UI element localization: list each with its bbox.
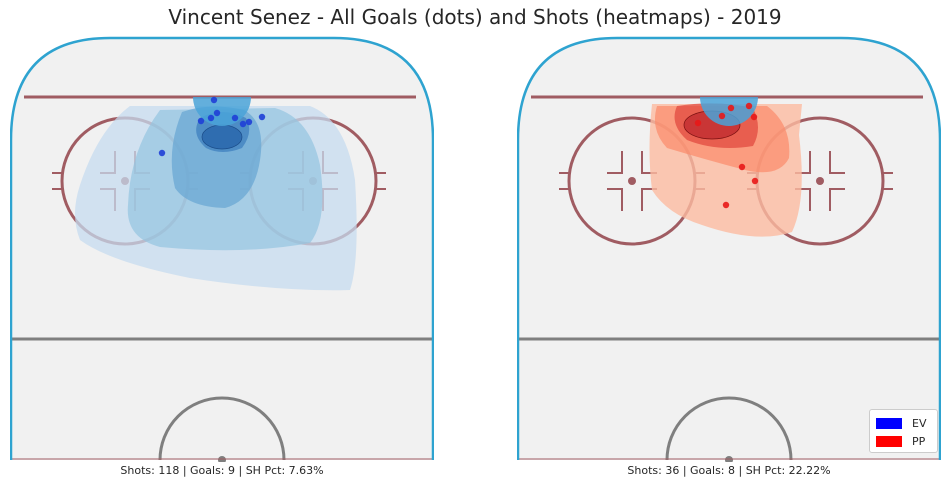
ice-surface (518, 38, 940, 460)
goal-marker (750, 113, 758, 121)
goal-marker (718, 112, 726, 120)
stats-caption-pp: Shots: 36 | Goals: 8 | SH Pct: 22.22% (627, 464, 831, 477)
legend-swatch-ev (876, 417, 902, 429)
legend-swatch-pp (876, 435, 902, 447)
legend-label-pp: PP (912, 434, 926, 448)
goal-marker (745, 102, 753, 110)
chart-title: Vincent Senez - All Goals (dots) and Sho… (168, 5, 782, 29)
boards (10, 36, 434, 460)
center-circle (158, 396, 286, 461)
faceoff-dot (816, 177, 824, 185)
faceoff-hashmark (829, 151, 845, 174)
rink-panel-ev (10, 36, 434, 462)
legend-label-ev: EV (912, 416, 927, 430)
goal-marker (197, 117, 205, 125)
goal-crease (700, 97, 758, 126)
goal-marker (258, 113, 266, 121)
goal-marker (207, 114, 215, 122)
goal-marker (210, 96, 218, 104)
goal-marker (738, 163, 746, 171)
faceoff-hashmark (607, 151, 623, 174)
goal-marker (727, 104, 735, 112)
faceoff-hashmark (829, 188, 845, 211)
rink-panel-pp (517, 36, 941, 462)
legend: EV PP (869, 409, 938, 453)
heat-contour-5 (201, 124, 243, 150)
goal-marker (239, 120, 247, 128)
goal-marker (694, 119, 702, 127)
stats-caption-ev: Shots: 118 | Goals: 9 | SH Pct: 7.63% (120, 464, 324, 477)
goal-marker (245, 118, 253, 126)
shot-heatmap-pp (649, 103, 802, 237)
goal-markers-pp (694, 102, 759, 209)
goal-marker (751, 177, 759, 185)
goal-marker (158, 149, 166, 157)
goal-marker (231, 114, 239, 122)
goal-markers-ev (158, 96, 266, 157)
goal-marker (722, 201, 730, 209)
faceoff-dot (628, 177, 636, 185)
center-circle (665, 396, 793, 461)
faceoff-hashmark (607, 188, 623, 211)
goal-marker (213, 109, 221, 117)
boards (517, 36, 941, 460)
legend-item-ev: EV (876, 416, 926, 430)
legend-item-pp: PP (876, 434, 925, 448)
